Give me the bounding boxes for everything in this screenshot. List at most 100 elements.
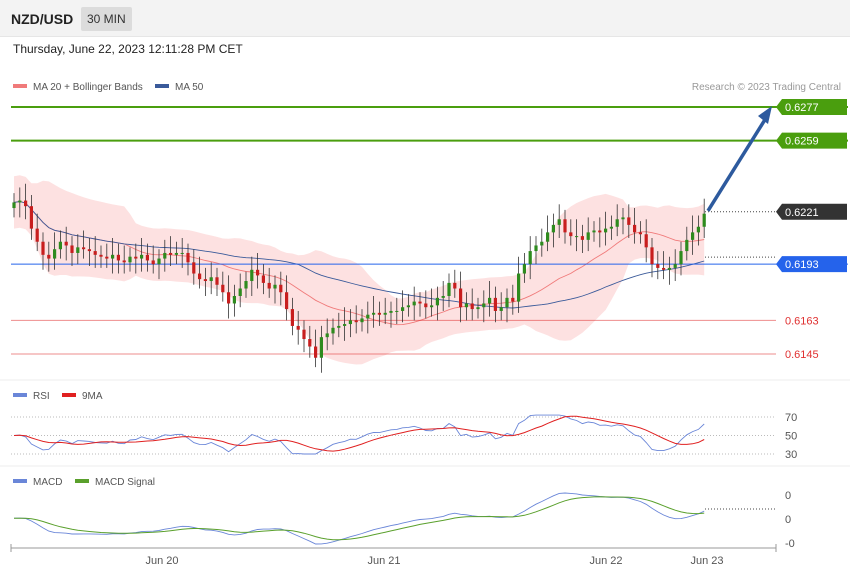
candle-body [82,247,86,250]
candle-body [203,279,207,282]
candle-body [575,236,579,238]
target-arrow [706,117,768,212]
rsi-level-label: 70 [785,412,797,424]
candle-body [366,314,370,319]
candle-body [53,249,57,259]
level-label-0.6163: 0.6163 [785,315,819,327]
rsi-legend-label: RSI [33,391,50,402]
candle-body [35,228,39,242]
candle-body [667,267,671,270]
candle-body [395,310,399,312]
candle-body [586,232,590,240]
candle-body [319,337,323,358]
candle-body [18,200,22,203]
candle-body [453,282,457,289]
rsi-line [13,414,705,455]
candle-body [377,312,381,315]
macd-signal-legend-swatch [75,479,89,483]
candle-body [314,346,318,358]
candle-body [24,200,28,207]
candle-body [511,297,515,302]
candle-body [331,327,335,334]
candle-body [244,281,248,289]
macd-axis-label: 0 [785,514,791,526]
candle-body [679,251,683,265]
candle-body [12,202,16,209]
candle-body [557,219,561,225]
candle-body [569,232,573,237]
candle-body [702,213,706,227]
candle-body [592,230,596,233]
candle-body [302,329,306,340]
level-label-0.6193: 0.6193 [785,259,819,271]
candle-body [418,301,422,304]
bollinger-band [14,175,705,365]
macd-axis-label: 0 [785,490,791,502]
candle-body [221,284,225,293]
candle-body [627,217,631,225]
candle-body [464,303,468,308]
candle-body [232,295,236,304]
rsi-ma-legend-label: 9MA [82,391,103,402]
rsi-level-label: 30 [785,449,797,461]
candle-body [128,256,132,263]
candle-body [534,245,538,252]
candle-body [360,318,364,323]
candle-body [186,252,190,263]
ma20-legend-label: MA 20 + Bollinger Bands [33,82,143,93]
candle-body [290,309,294,326]
level-label-0.6259: 0.6259 [785,136,819,148]
level-tag-0.6221 [776,203,847,220]
candle-body [261,275,265,283]
level-tag-0.6259 [776,132,847,149]
candle-body [64,241,68,246]
candle-body [540,241,544,246]
candle-body [673,264,677,268]
level-tag-0.6193 [776,256,847,273]
candle-body [505,297,509,308]
candle-body [325,333,329,338]
candle-body [691,232,695,240]
candle-body [459,288,463,308]
candle-body [87,249,91,252]
candle-body [198,273,202,280]
rsi-ma-line [13,415,705,452]
pair-title: NZD/USD [11,11,74,27]
candle-body [406,305,410,308]
rsi-ma-legend-swatch [62,393,76,397]
candle-body [488,297,492,304]
candle-body [180,252,184,254]
macd-legend-label: MACD [33,477,62,488]
candle-body [551,224,555,233]
candle-body [696,226,700,233]
candle-body [638,232,642,235]
candle-body [227,292,231,304]
candle-body [76,247,80,253]
candle-body [285,292,289,310]
candle-body [447,282,451,296]
timeframe-button[interactable]: 30 MIN [81,7,132,31]
candle-body [29,206,33,229]
candle-body [470,303,474,310]
candle-body [580,236,584,240]
candle-body [621,217,625,220]
timestamp: Thursday, June 22, 2023 12:11:28 PM CET [13,42,243,56]
candle-body [70,245,74,253]
candle-body [482,303,486,308]
rsi-legend-swatch [13,393,27,397]
candle-body [256,269,260,276]
target-arrowhead [758,106,772,124]
ma20-line [13,201,705,326]
candle-body [145,254,149,261]
level-tag-0.6277 [776,99,847,115]
candle-body [662,267,666,270]
candle-body [476,307,480,310]
macd-axis-label: -0 [785,538,795,550]
candle-body [615,219,619,227]
candle-body [685,239,689,252]
candle-body [343,324,347,326]
candle-body [238,288,242,296]
candle-body [308,339,312,347]
candle-body [140,254,144,259]
